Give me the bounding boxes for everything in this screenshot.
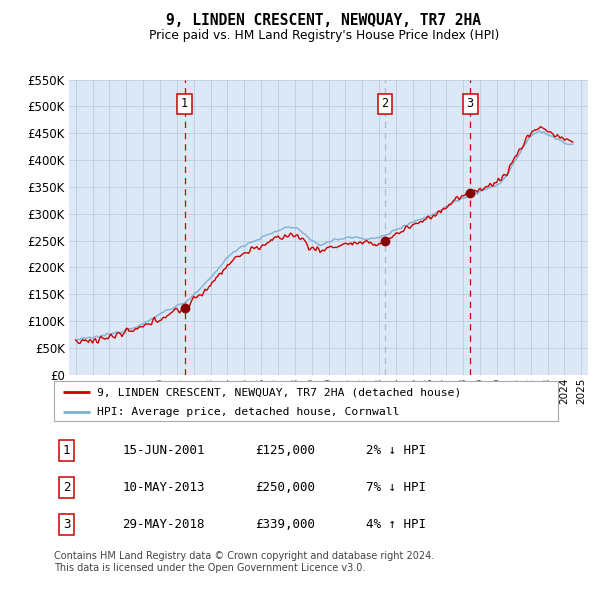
Text: 2% ↓ HPI: 2% ↓ HPI [367, 444, 427, 457]
Text: 3: 3 [63, 518, 70, 531]
Text: 9, LINDEN CRESCENT, NEWQUAY, TR7 2HA: 9, LINDEN CRESCENT, NEWQUAY, TR7 2HA [167, 13, 482, 28]
Text: £250,000: £250,000 [256, 481, 316, 494]
Text: 7% ↓ HPI: 7% ↓ HPI [367, 481, 427, 494]
Text: 3: 3 [467, 97, 474, 110]
Text: 9, LINDEN CRESCENT, NEWQUAY, TR7 2HA (detached house): 9, LINDEN CRESCENT, NEWQUAY, TR7 2HA (de… [97, 388, 461, 398]
Text: £125,000: £125,000 [256, 444, 316, 457]
Text: 1: 1 [181, 97, 188, 110]
Text: 4% ↑ HPI: 4% ↑ HPI [367, 518, 427, 531]
Text: 2: 2 [382, 97, 389, 110]
Text: Price paid vs. HM Land Registry's House Price Index (HPI): Price paid vs. HM Land Registry's House … [149, 29, 499, 42]
Text: Contains HM Land Registry data © Crown copyright and database right 2024.: Contains HM Land Registry data © Crown c… [54, 551, 434, 560]
Text: 15-JUN-2001: 15-JUN-2001 [122, 444, 205, 457]
Text: 29-MAY-2018: 29-MAY-2018 [122, 518, 205, 531]
Text: 2: 2 [63, 481, 70, 494]
Text: 10-MAY-2013: 10-MAY-2013 [122, 481, 205, 494]
Text: £339,000: £339,000 [256, 518, 316, 531]
Text: HPI: Average price, detached house, Cornwall: HPI: Average price, detached house, Corn… [97, 408, 400, 418]
Text: 1: 1 [63, 444, 70, 457]
Text: This data is licensed under the Open Government Licence v3.0.: This data is licensed under the Open Gov… [54, 563, 365, 572]
